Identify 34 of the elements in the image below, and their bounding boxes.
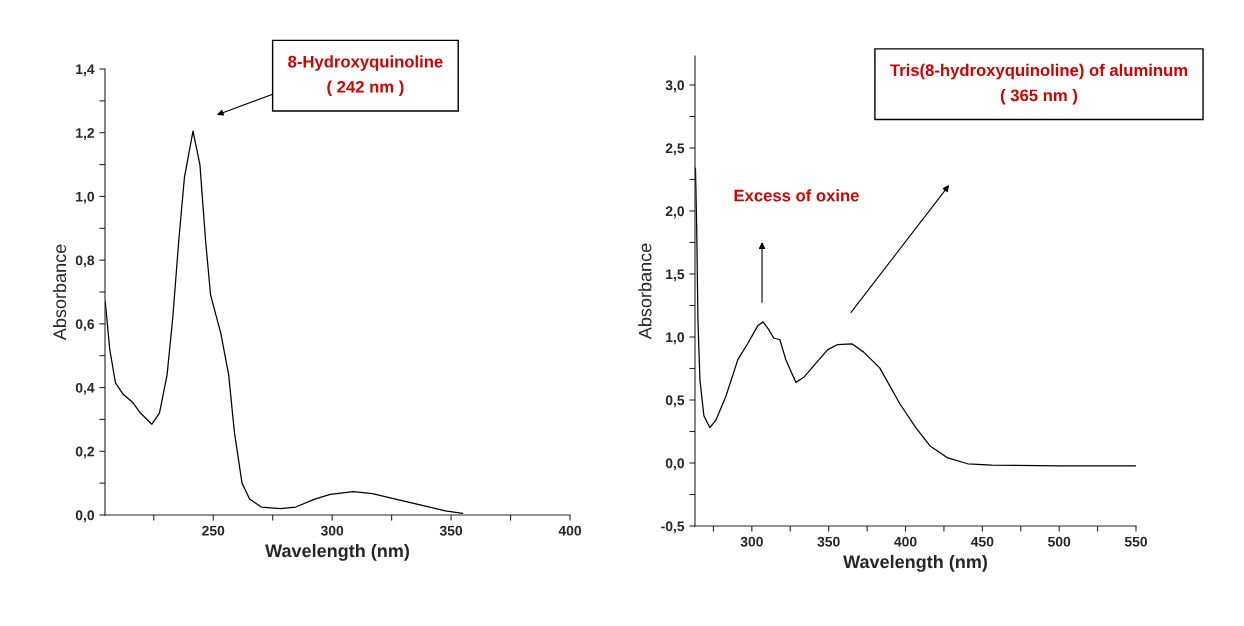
y-tick-label: 0,8 — [75, 255, 95, 268]
annotation: Tris(8-hydroxyquinoline) of aluminum ( 365 nm ) — [890, 63, 1188, 105]
y-tick-label: 2,0 — [665, 206, 685, 219]
y-tick-label: 1,0 — [76, 191, 95, 204]
y-tick-label: 3,0 — [665, 80, 685, 93]
x-tick-label: 350 — [817, 536, 840, 547]
y-tick-label: 1,2 — [76, 128, 95, 140]
x-tick-label: 550 — [1124, 536, 1148, 547]
x-tick-label: 300 — [740, 536, 763, 547]
y-tick-label: -0,5 — [661, 521, 685, 534]
y-tick-label: 0,5 — [665, 395, 685, 408]
y-axis-title: Absorbance — [638, 243, 652, 340]
x-tick-label: 400 — [894, 536, 917, 547]
y-tick-label: 0,2 — [75, 446, 95, 459]
x-tick-label: 450 — [970, 536, 994, 547]
y-axis-title: Absorbance — [52, 244, 67, 341]
x-tick-label: 350 — [439, 525, 463, 536]
y-tick-label: 0,4 — [75, 382, 95, 395]
annotation: 8-Hydroxyquinoline ( 242 nm ) — [288, 55, 443, 97]
y-tick-label: 0,6 — [75, 319, 95, 332]
y-tick-label: 1,4 — [76, 64, 95, 77]
x-axis-title: Wavelength (nm) — [265, 543, 409, 561]
x-tick-label: 500 — [1048, 536, 1071, 547]
annotation: Excess of oxine — [734, 189, 859, 202]
y-tick-label: 2,5 — [665, 143, 685, 156]
y-tick-label: 1,0 — [666, 332, 685, 345]
y-tick-label: 1,5 — [666, 269, 685, 282]
x-tick-label: 300 — [320, 525, 344, 536]
x-axis-title: Wavelength (nm) — [843, 554, 987, 572]
y-tick-label: 0,0 — [75, 510, 95, 523]
y-tick-label: 0,0 — [665, 458, 685, 471]
x-tick-label: 250 — [202, 525, 225, 536]
line-series — [105, 130, 464, 515]
x-tick-label: 400 — [558, 525, 582, 536]
